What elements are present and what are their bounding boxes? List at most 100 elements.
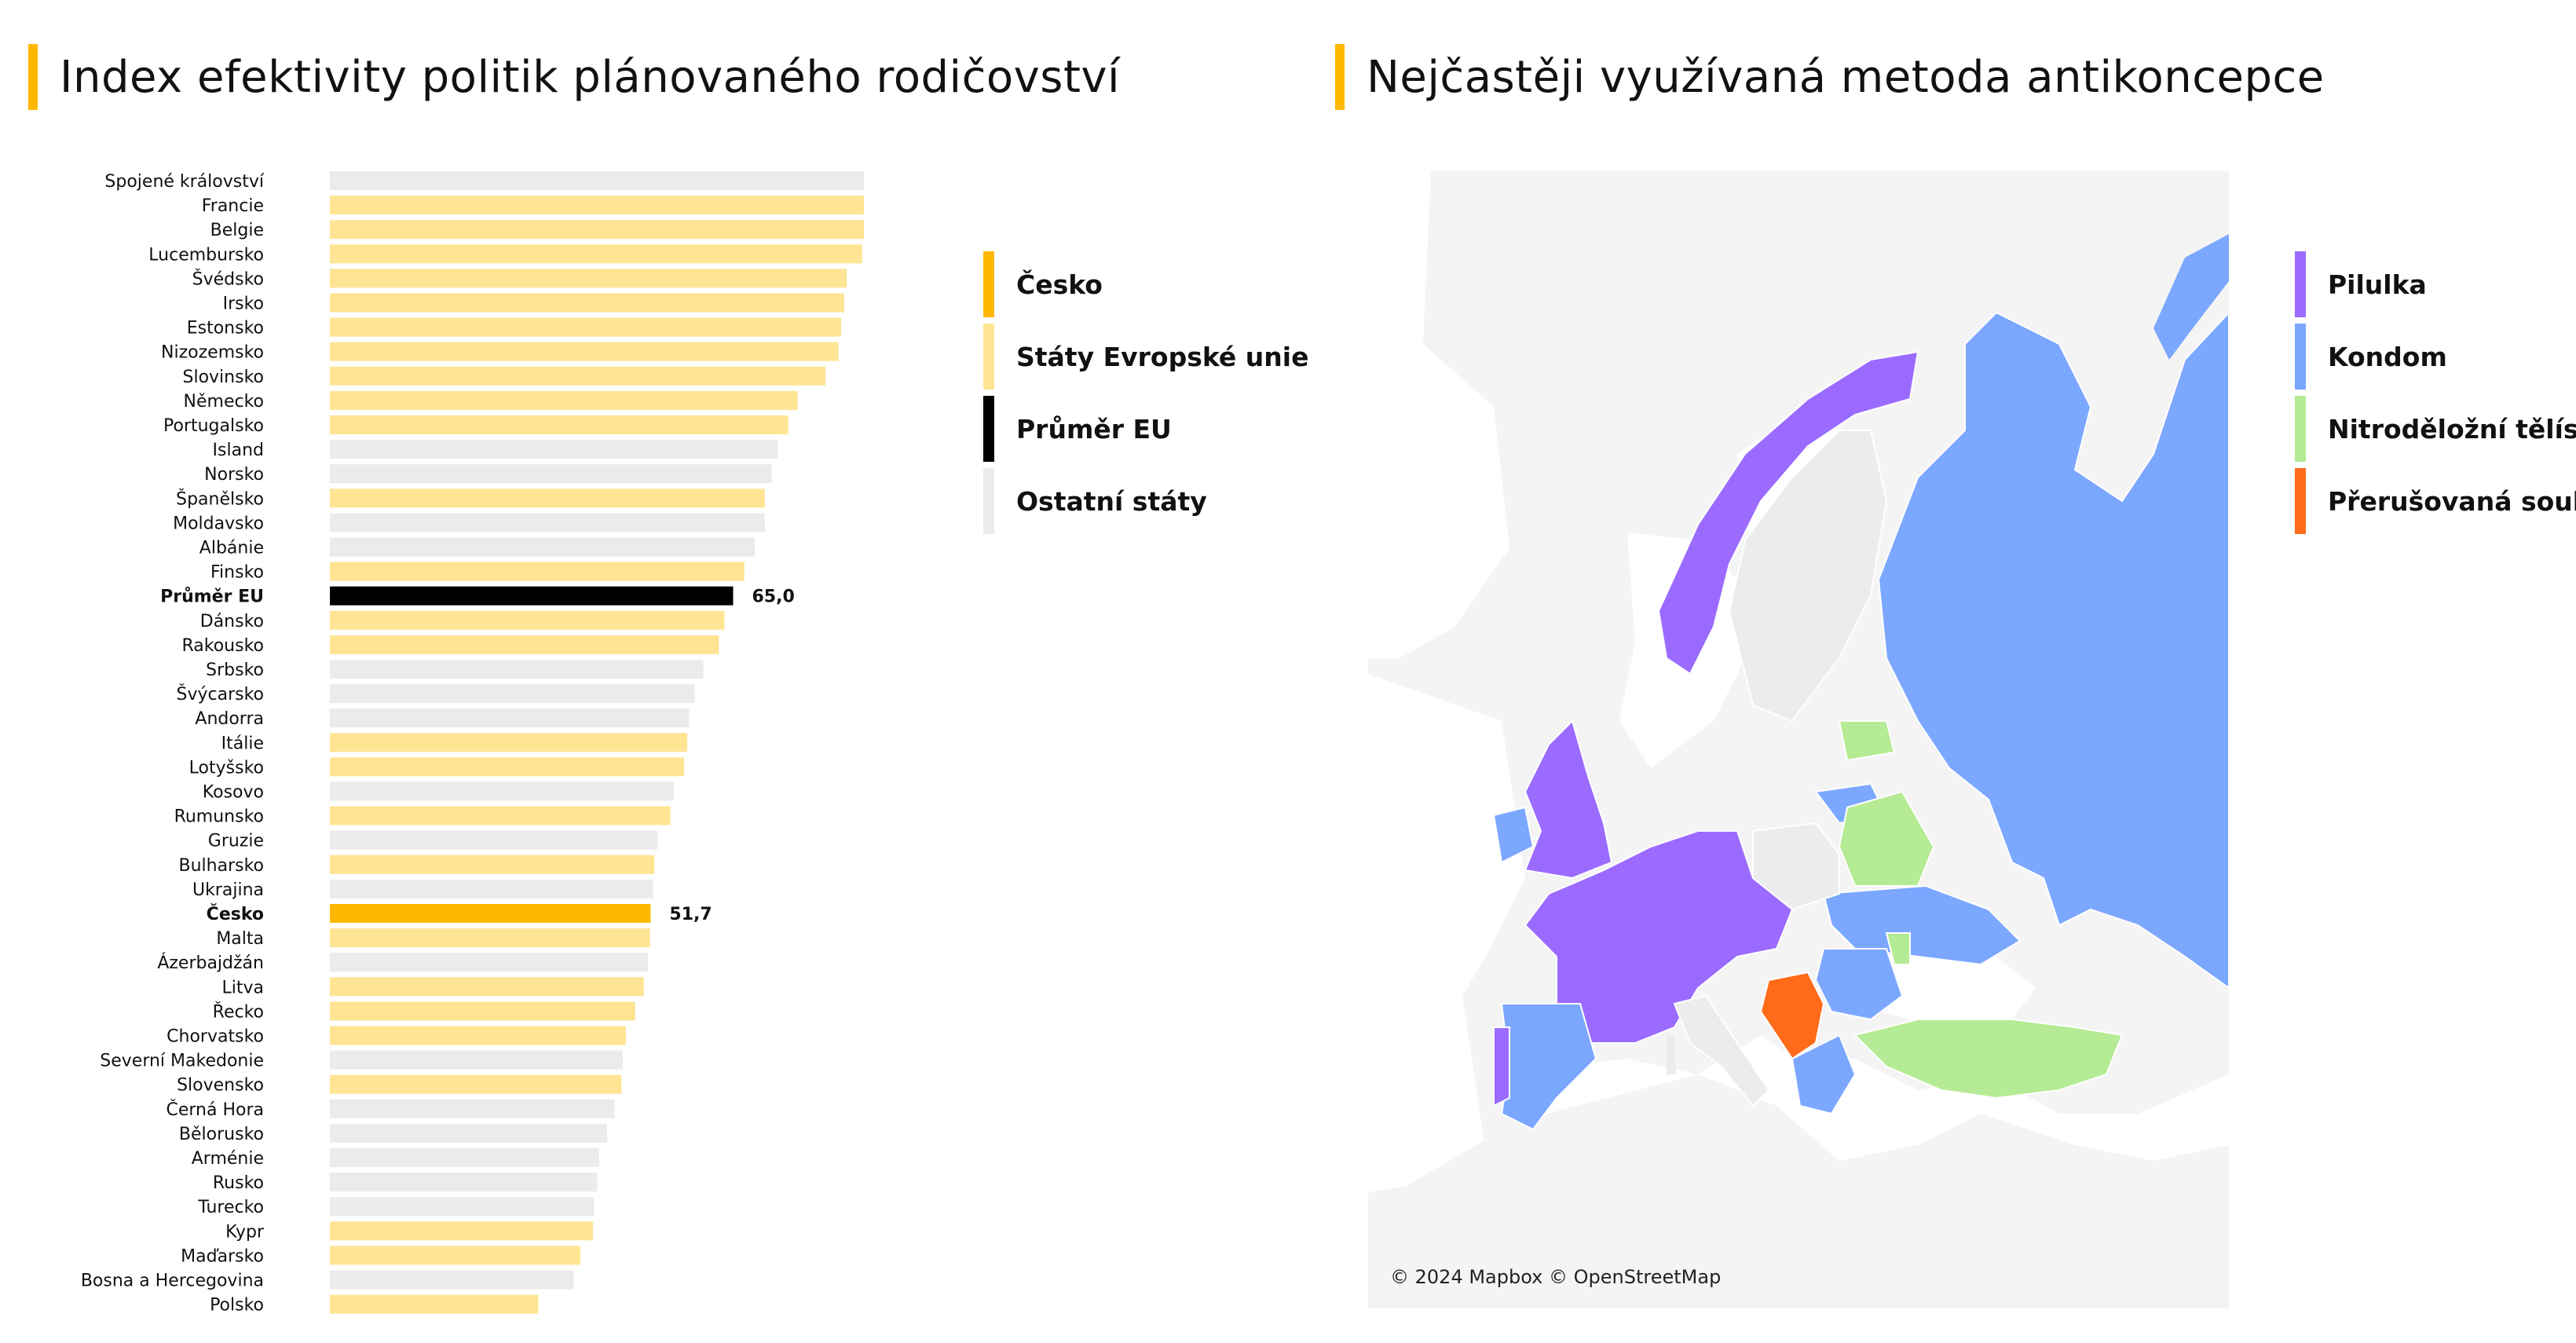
bar-category-label: Slovinsko: [183, 368, 265, 387]
bar-category-label: Švédsko: [192, 269, 264, 289]
bar-category-label: Moldavsko: [173, 514, 264, 533]
bar[interactable]: [330, 1148, 599, 1167]
bar[interactable]: [330, 1173, 598, 1192]
map-region-uk: [1524, 719, 1613, 880]
bar[interactable]: [330, 684, 695, 704]
bar[interactable]: [330, 537, 756, 557]
bar-category-label: Dánsko: [200, 612, 264, 631]
bar-category-label: Francie: [202, 196, 264, 216]
bar-category-label: Arménie: [192, 1149, 264, 1169]
map-attribution[interactable]: © 2024 Mapbox © OpenStreetMap: [1390, 1266, 1722, 1288]
map-region-turkey: [1853, 1019, 2124, 1100]
title-accent-bar: [1335, 44, 1345, 110]
bar-category-label: Bělorusko: [179, 1125, 264, 1144]
bar[interactable]: [330, 953, 649, 972]
bar-category-label: Polsko: [210, 1296, 264, 1316]
europe-map[interactable]: [1368, 171, 2229, 1308]
bar-category-label: Německo: [184, 392, 264, 412]
bar-category-label: Lucembursko: [148, 245, 264, 265]
bar-category-label: Kosovo: [203, 783, 264, 803]
bar[interactable]: [330, 342, 839, 361]
bar-chart-legend: Česko Státy Evropské unie Průměr EU Ostatní…: [983, 251, 1313, 550]
legend-swatch: [2295, 396, 2306, 462]
bar-category-label: Řecko: [213, 1001, 264, 1022]
bar[interactable]: [330, 977, 644, 997]
bar[interactable]: [330, 904, 651, 923]
bar[interactable]: [330, 854, 655, 874]
bar[interactable]: [330, 1001, 635, 1021]
legend-swatch: [2295, 251, 2306, 317]
bar[interactable]: [330, 440, 778, 459]
bar-chart: Spojené království Francie Belgie Lucemburs…: [81, 171, 864, 1316]
bar[interactable]: [330, 635, 719, 654]
bar-category-label: Maďarsko: [181, 1246, 264, 1266]
bar[interactable]: [330, 415, 789, 434]
bar-category-label: Srbsko: [206, 661, 264, 680]
bar-category-label: Island: [213, 441, 264, 460]
bar-category-label: Portugalsko: [163, 416, 264, 436]
bar-category-label: Andorra: [195, 709, 264, 729]
bar-category-label: Rakousko: [181, 636, 264, 656]
bar[interactable]: [330, 317, 841, 337]
bar[interactable]: [330, 196, 864, 215]
bar-category-label: Bulharsko: [179, 856, 265, 876]
bar-data-label: 51,7: [669, 905, 712, 924]
bar[interactable]: [330, 562, 745, 581]
bar[interactable]: [330, 1026, 626, 1045]
bar-category-label: Norsko: [204, 465, 264, 485]
bar[interactable]: [330, 610, 725, 630]
bar[interactable]: [330, 366, 826, 386]
bar[interactable]: [330, 1123, 608, 1143]
legend-swatch: [2295, 324, 2306, 390]
bar[interactable]: [330, 1246, 581, 1265]
bar[interactable]: [330, 1221, 593, 1241]
bar[interactable]: [330, 1270, 574, 1290]
bar[interactable]: [330, 489, 765, 508]
bar-category-label: Rusko: [213, 1173, 264, 1193]
bar[interactable]: [330, 269, 847, 288]
bar[interactable]: [330, 586, 734, 606]
legend-swatch: [2295, 468, 2306, 534]
legend-label: Přerušovaná soulož: [2328, 485, 2576, 517]
bar-category-label: Albánie: [199, 539, 264, 558]
bar[interactable]: [330, 830, 658, 850]
bar[interactable]: [330, 928, 650, 948]
bar[interactable]: [330, 293, 844, 313]
legend-label: Státy Evropské unie: [1016, 341, 1309, 372]
legend-swatch: [983, 396, 994, 462]
bar-category-label: Severní Makedonie: [100, 1052, 264, 1071]
bar-category-label: Malta: [216, 929, 264, 949]
bar[interactable]: [330, 1099, 615, 1118]
map-region-balkans: [1759, 971, 1825, 1060]
bar[interactable]: [330, 1294, 539, 1314]
map-title: Nejčastěji využívaná metoda antikoncepce: [1367, 51, 2325, 103]
bar-category-label: Chorvatsko: [166, 1027, 264, 1047]
bar[interactable]: [330, 1050, 623, 1070]
bar[interactable]: [330, 464, 772, 484]
bar[interactable]: [330, 781, 674, 801]
bar[interactable]: [330, 879, 653, 898]
bar[interactable]: [330, 757, 685, 777]
bar-category-label: Spojené království: [104, 172, 264, 192]
bar[interactable]: [330, 171, 864, 190]
bar-chart-title: Index efektivity politik plánovaného rod…: [60, 51, 1121, 103]
bar[interactable]: [330, 220, 864, 240]
map-legend: Pilulka Kondom Nitroděložní tělísko Přerušo…: [2295, 251, 2576, 550]
legend-label: Průměr EU: [1016, 413, 1172, 445]
bar[interactable]: [330, 660, 704, 679]
bar-category-label: Bosna a Hercegovina: [81, 1272, 264, 1291]
bar[interactable]: [330, 806, 671, 825]
legend-label: Nitroděložní tělísko: [2328, 413, 2576, 445]
bar[interactable]: [330, 513, 765, 532]
bar-category-label: Estonsko: [187, 319, 264, 338]
bar[interactable]: [330, 244, 862, 264]
bar-category-label: Lotyšsko: [189, 758, 264, 778]
bar[interactable]: [330, 1074, 622, 1094]
bar[interactable]: [330, 1197, 595, 1217]
map-region-russia: [1877, 311, 2229, 990]
bar[interactable]: [330, 708, 690, 728]
legend-swatch: [983, 251, 994, 317]
bar[interactable]: [330, 733, 688, 752]
bar[interactable]: [330, 390, 798, 410]
title-accent-bar: [28, 44, 38, 110]
